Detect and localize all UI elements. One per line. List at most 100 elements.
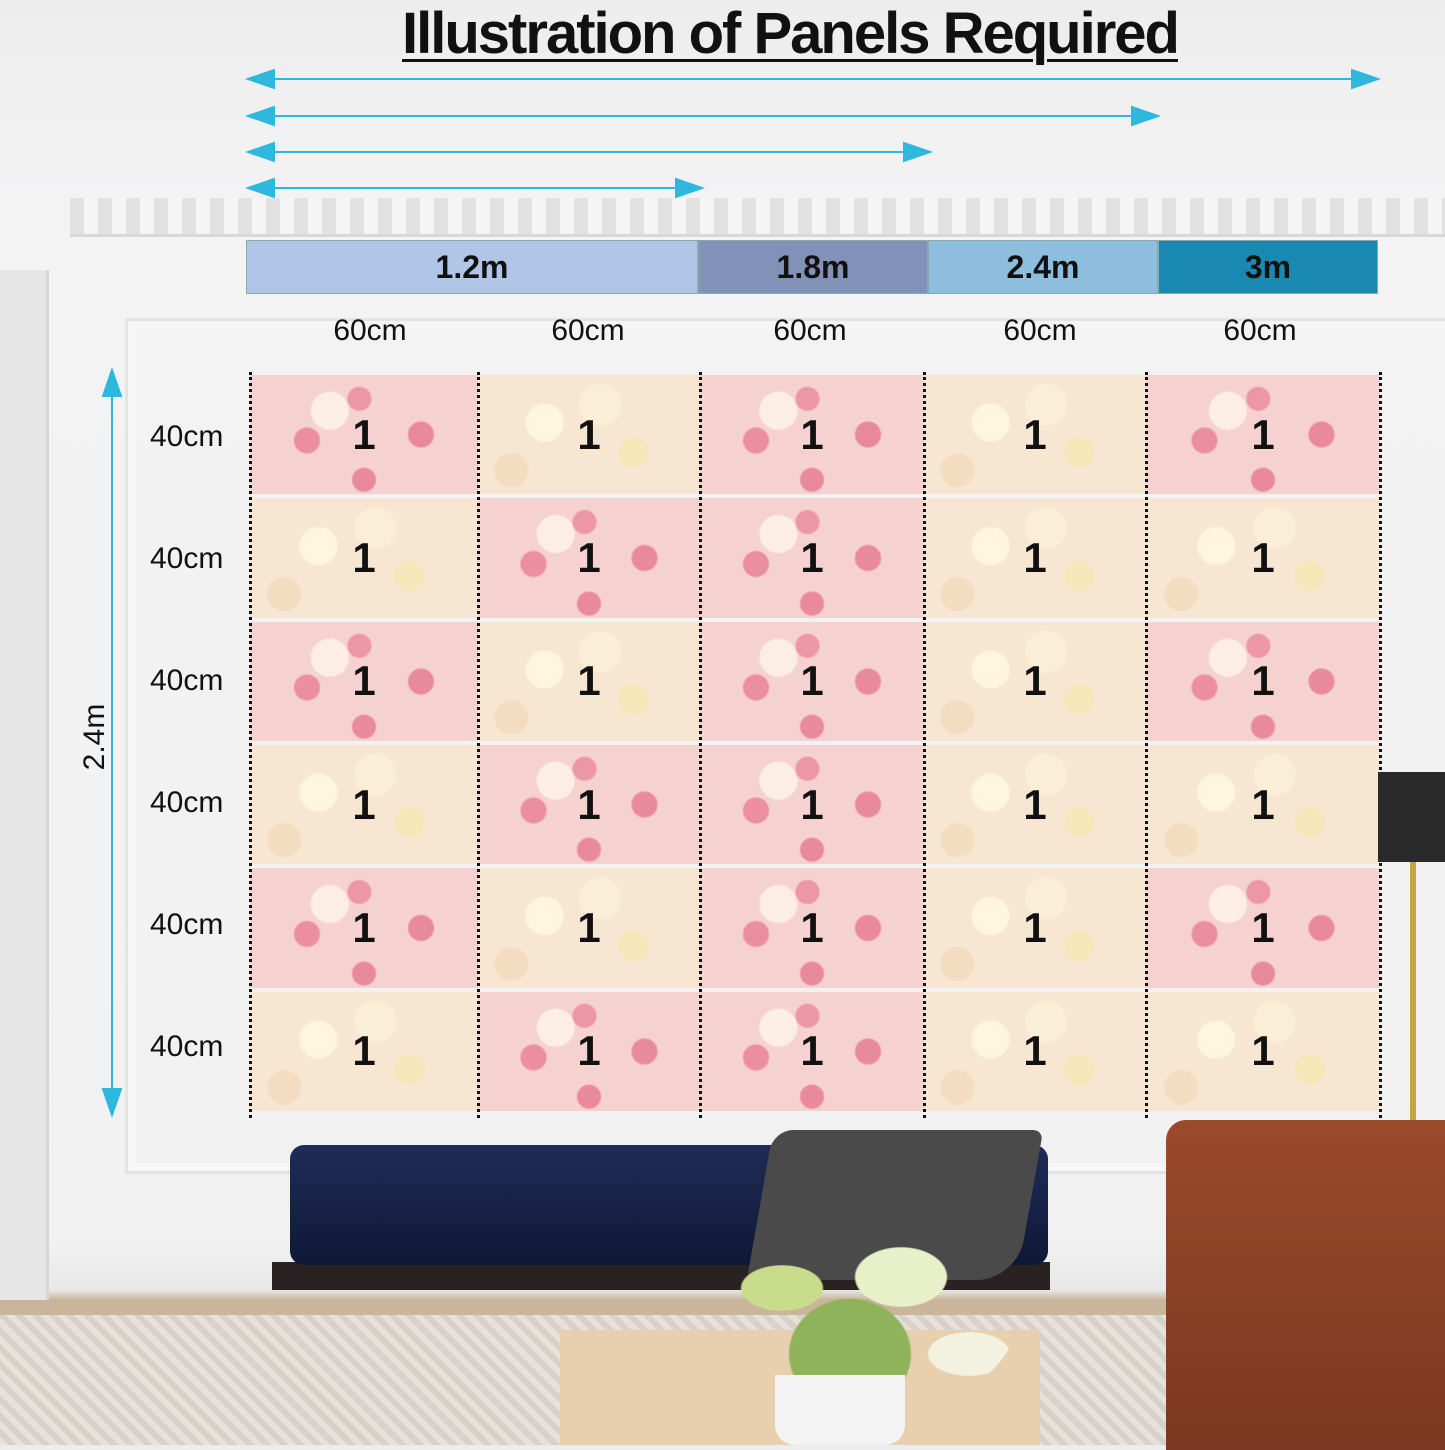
panel-count: 1 <box>1251 780 1275 828</box>
flower-panel: 1 <box>700 745 924 865</box>
panel-divider <box>249 372 252 1118</box>
crown-molding <box>70 198 1445 237</box>
flower-panel: 1 <box>250 375 478 495</box>
arrowhead-icon <box>1351 68 1382 90</box>
flower-panel: 1 <box>1146 745 1380 865</box>
width-option-3m: 3m <box>1158 240 1378 294</box>
panel-count: 1 <box>577 410 601 458</box>
flower-panel: 1 <box>700 621 924 741</box>
panel-count: 1 <box>577 780 601 828</box>
panel-count: 1 <box>1023 903 1047 951</box>
panel-count: 1 <box>352 410 376 458</box>
column-width-label: 60cm <box>333 314 407 347</box>
arrowhead-icon <box>244 177 275 199</box>
panel-count: 1 <box>1251 410 1275 458</box>
width-option-1-2m: 1.2m <box>246 240 698 294</box>
column-width-label: 60cm <box>773 314 847 347</box>
panel-count: 1 <box>1023 1027 1047 1075</box>
door-frame <box>0 270 49 1300</box>
row-height-label: 40cm <box>150 420 224 453</box>
panel-count: 1 <box>1251 903 1275 951</box>
flower-panel: 1 <box>478 498 700 618</box>
row-height-label: 40cm <box>150 786 224 819</box>
panel-count: 1 <box>352 780 376 828</box>
flower-panel: 1 <box>478 991 700 1111</box>
flower-panel: 1 <box>478 868 700 988</box>
width-option-2-4m: 2.4m <box>928 240 1158 294</box>
panel-count: 1 <box>1023 657 1047 705</box>
panel-count: 1 <box>577 903 601 951</box>
flower-panel: 1 <box>924 745 1146 865</box>
panel-count: 1 <box>352 657 376 705</box>
flower-panel: 1 <box>478 745 700 865</box>
panel-count: 1 <box>352 903 376 951</box>
column-width-label: 60cm <box>551 314 625 347</box>
panel-count: 1 <box>800 657 824 705</box>
row-height-label: 40cm <box>150 908 224 941</box>
sofa <box>1166 1120 1445 1450</box>
flower-panel: 1 <box>1146 498 1380 618</box>
flower-panel: 1 <box>1146 375 1380 495</box>
panel-count: 1 <box>800 533 824 581</box>
panel-count: 1 <box>800 903 824 951</box>
panel-count: 1 <box>800 410 824 458</box>
panel-count: 1 <box>352 1027 376 1075</box>
vase <box>775 1375 905 1445</box>
flower-panel: 1 <box>1146 991 1380 1111</box>
page-title: Illustration of Panels Required <box>402 1 1180 66</box>
flower-panel: 1 <box>700 375 924 495</box>
column-width-label: 60cm <box>1223 314 1297 347</box>
flower-panel: 1 <box>924 991 1146 1111</box>
panel-count: 1 <box>1251 657 1275 705</box>
panel-count: 1 <box>1251 533 1275 581</box>
total-height-label: 2.4m <box>78 703 111 771</box>
arrowhead-icon <box>675 177 706 199</box>
flower-panel: 1 <box>250 498 478 618</box>
panel-count: 1 <box>1023 533 1047 581</box>
panel-count: 1 <box>352 533 376 581</box>
arrowhead-icon <box>244 141 275 163</box>
flower-panel: 1 <box>700 498 924 618</box>
flower-panel: 1 <box>250 868 478 988</box>
lamp-shade <box>1378 772 1445 862</box>
panel-count: 1 <box>577 533 601 581</box>
column-width-label: 60cm <box>1003 314 1077 347</box>
flower-panel: 1 <box>478 621 700 741</box>
row-height-label: 40cm <box>150 664 224 697</box>
flower-panel: 1 <box>250 621 478 741</box>
flower-panel: 1 <box>924 375 1146 495</box>
flower-panel: 1 <box>924 498 1146 618</box>
arrowhead-icon <box>1131 105 1162 127</box>
panel-count: 1 <box>800 780 824 828</box>
panel-divider <box>699 372 702 1118</box>
row-height-label: 40cm <box>150 1030 224 1063</box>
flower-panel: 1 <box>700 868 924 988</box>
lamp-pole <box>1410 862 1416 1120</box>
flower-panel: 1 <box>478 375 700 495</box>
panel-count: 1 <box>1251 1027 1275 1075</box>
arrowhead-icon <box>903 141 934 163</box>
panel-count: 1 <box>1023 780 1047 828</box>
arrowhead-icon <box>244 105 275 127</box>
arrowhead-icon <box>244 68 275 90</box>
arrowhead-icon <box>101 1088 123 1119</box>
row-height-label: 40cm <box>150 542 224 575</box>
panel-grid: 1 1 1 1 1 1 1 1 1 1 1 1 1 1 1 1 1 1 1 1 1 1 1 1 1 1 1 1 1 1 <box>249 372 1382 1118</box>
flower-panel: 1 <box>250 745 478 865</box>
panel-count: 1 <box>800 1027 824 1075</box>
flower-panel: 1 <box>1146 868 1380 988</box>
flower-panel: 1 <box>250 991 478 1111</box>
panel-divider <box>1145 372 1148 1118</box>
panel-divider <box>923 372 926 1118</box>
panel-count: 1 <box>577 1027 601 1075</box>
panel-divider <box>1379 372 1382 1118</box>
width-option-1-8m: 1.8m <box>698 240 928 294</box>
panel-count: 1 <box>577 657 601 705</box>
panel-divider <box>477 372 480 1118</box>
panel-count: 1 <box>1023 410 1047 458</box>
flower-panel: 1 <box>924 621 1146 741</box>
flower-panel: 1 <box>924 868 1146 988</box>
flower-panel: 1 <box>1146 621 1380 741</box>
arrowhead-icon <box>101 366 123 397</box>
